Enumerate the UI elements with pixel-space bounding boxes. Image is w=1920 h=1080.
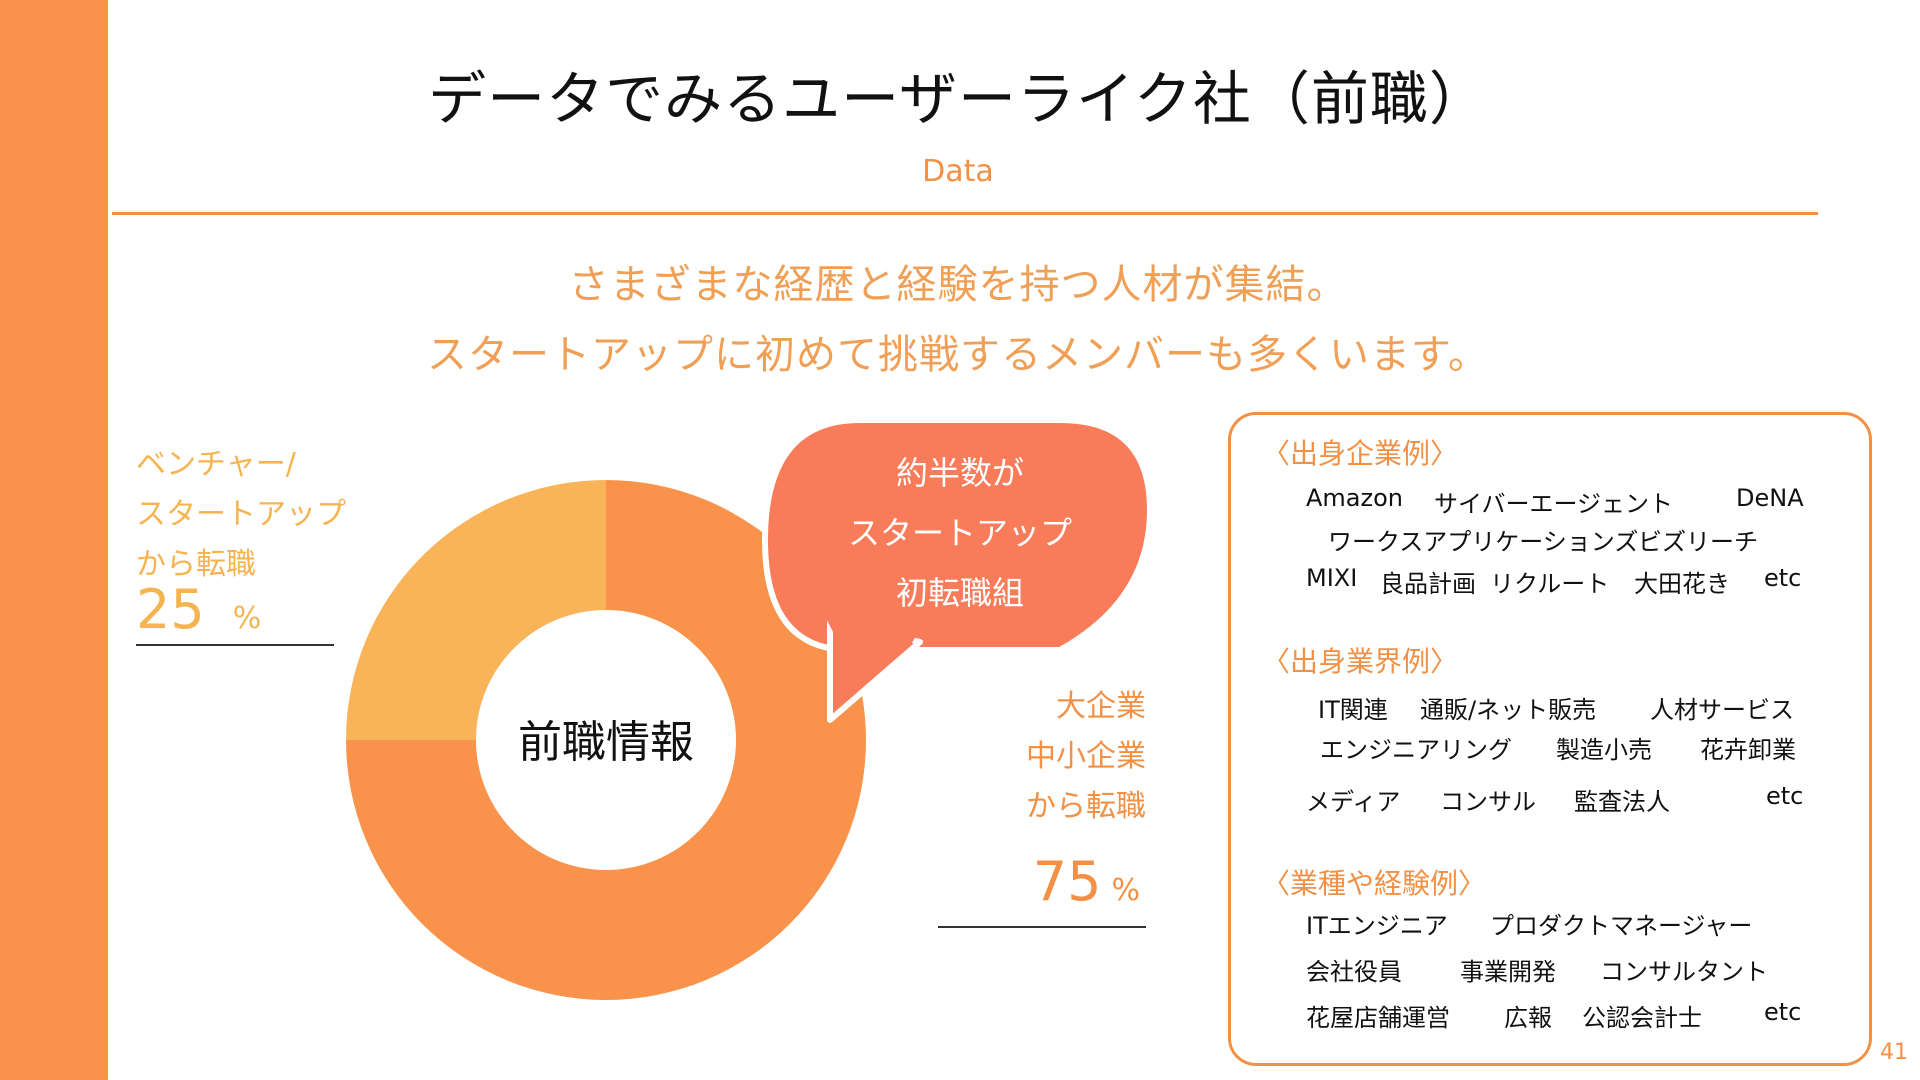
title-divider (112, 212, 1818, 215)
donut-slice-0 (346, 480, 866, 1000)
role-item: etc (1764, 998, 1802, 1026)
industry-item: 監査法人 (1574, 788, 1670, 816)
enterprise-unit: % (1111, 873, 1140, 908)
industry-item: 人材サービス (1650, 696, 1794, 724)
role-item: 会社役員 (1306, 958, 1402, 986)
donut-chart (346, 480, 866, 1000)
speech-bubble (761, 417, 1154, 723)
venture-value: 25 (136, 578, 205, 641)
company-item: DeNA (1736, 484, 1804, 512)
company-item: サイバーエージェント (1434, 490, 1674, 518)
industry-item: etc (1766, 782, 1804, 810)
section-heading-companies: 〈出身企業例〉 (1262, 437, 1459, 470)
company-item: リクルート (1490, 570, 1610, 598)
venture-label: ベンチャー/ スタートアップ から転職 (136, 440, 376, 590)
industry-item: 通販/ネット販売 (1420, 696, 1597, 724)
bubble-line-1: 約半数が (895, 454, 1024, 492)
page-subtitle: Data (922, 154, 994, 189)
enterprise-label-line: 大企業 (1056, 689, 1146, 724)
role-item: 事業開発 (1460, 958, 1556, 986)
enterprise-label-line: から転職 (1026, 789, 1146, 824)
page-number: 41 (1880, 1040, 1908, 1065)
company-item: etc (1764, 564, 1802, 592)
lead-line-1: さまざまな経歴と経験を持つ人材が集結。 (568, 262, 1348, 308)
enterprise-label: 大企業 中小企業 から転職 (1000, 682, 1146, 832)
venture-unit: % (232, 601, 262, 636)
page-title: データでみるユーザーライク社（前職） (428, 65, 1488, 133)
role-item: コンサルタント (1600, 958, 1768, 986)
company-item: Amazon (1306, 484, 1403, 512)
enterprise-label-line: 中小企業 (1026, 739, 1146, 774)
venture-underline (136, 644, 334, 646)
company-item: ワークスアプリケーションズ (1328, 528, 1639, 556)
company-item: 良品計画 (1380, 570, 1476, 598)
enterprise-percentage: 75% (1030, 850, 1140, 913)
role-item: 広報 (1504, 1004, 1552, 1032)
industry-item: コンサル (1440, 788, 1536, 816)
industry-item: 花卉卸業 (1700, 736, 1796, 764)
industry-item: 製造小売 (1556, 736, 1652, 764)
role-item: ITエンジニア (1306, 912, 1448, 940)
bubble-line-2: スタートアップ (847, 514, 1072, 552)
enterprise-value: 75 (1032, 850, 1102, 913)
industry-item: IT関連 (1318, 696, 1388, 724)
industry-item: エンジニアリング (1320, 736, 1512, 764)
company-item: 大田花き (1634, 570, 1730, 598)
industry-item: メディア (1306, 788, 1401, 816)
chart-center-label: 前職情報 (518, 717, 694, 768)
bubble-line-3: 初転職組 (895, 574, 1024, 612)
enterprise-underline (938, 926, 1146, 928)
role-item: 公認会計士 (1582, 1004, 1702, 1032)
lead-line-2: スタートアップに初めて挑戦するメンバーも多くいます。 (427, 332, 1489, 378)
background-info-panel (1228, 412, 1872, 1066)
role-item: プロダクトマネージャー (1490, 912, 1753, 940)
company-item: ビズリーチ (1638, 528, 1758, 556)
company-item: MIXI (1306, 564, 1358, 592)
venture-percentage: 25% (136, 578, 261, 641)
section-heading-roles: 〈業種や経験例〉 (1262, 867, 1487, 900)
venture-label-line: から転職 (136, 547, 256, 582)
donut-slice-1 (346, 480, 606, 740)
venture-label-line: ベンチャー/ (136, 447, 296, 482)
venture-label-line: スタートアップ (136, 497, 346, 532)
left-accent-bar (0, 0, 108, 1080)
section-heading-industries: 〈出身業界例〉 (1262, 645, 1459, 678)
role-item: 花屋店舗運営 (1306, 1004, 1450, 1032)
